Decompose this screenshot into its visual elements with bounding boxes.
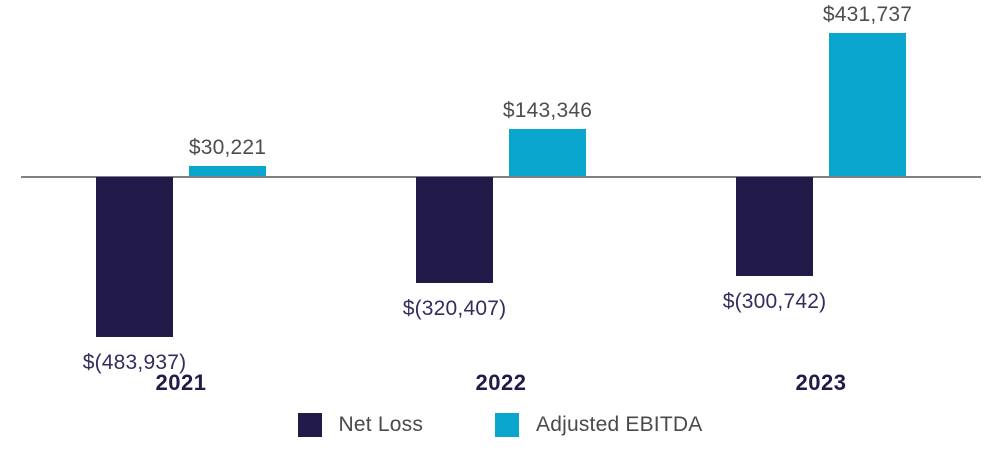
legend-label: Adjusted EBITDA [536,413,703,436]
value-label-net-loss-2023: $(300,742) [722,290,827,313]
legend-label: Net Loss [338,413,424,436]
category-label-2021: 2021 [155,370,207,395]
bar-net-loss-2022 [416,177,493,283]
bar-adjusted-ebitda-2022 [509,129,586,176]
legend-swatch [495,413,520,437]
legend: Net Loss Adjusted EBITDA [0,413,1000,437]
value-label-adjusted-ebitda-2023: $431,737 [822,3,913,26]
bar-net-loss-2021 [96,177,173,337]
category-label-2022: 2022 [475,370,527,395]
legend-swatch [297,413,322,437]
bar-adjusted-ebitda-2021 [189,166,266,176]
value-label-net-loss-2022: $(320,407) [402,297,507,320]
bar-adjusted-ebitda-2023 [829,33,906,176]
value-label-adjusted-ebitda-2021: $30,221 [188,136,267,159]
value-label-adjusted-ebitda-2022: $143,346 [502,99,593,122]
category-label-2023: 2023 [795,370,847,395]
legend-item-adjusted-ebitda: Adjusted EBITDA [495,413,702,437]
value-label-net-loss-2021: $(483,937) [82,351,187,374]
legend-item-net-loss: Net Loss [297,413,424,437]
bar-net-loss-2023 [736,177,813,276]
x-axis-line [21,176,981,178]
